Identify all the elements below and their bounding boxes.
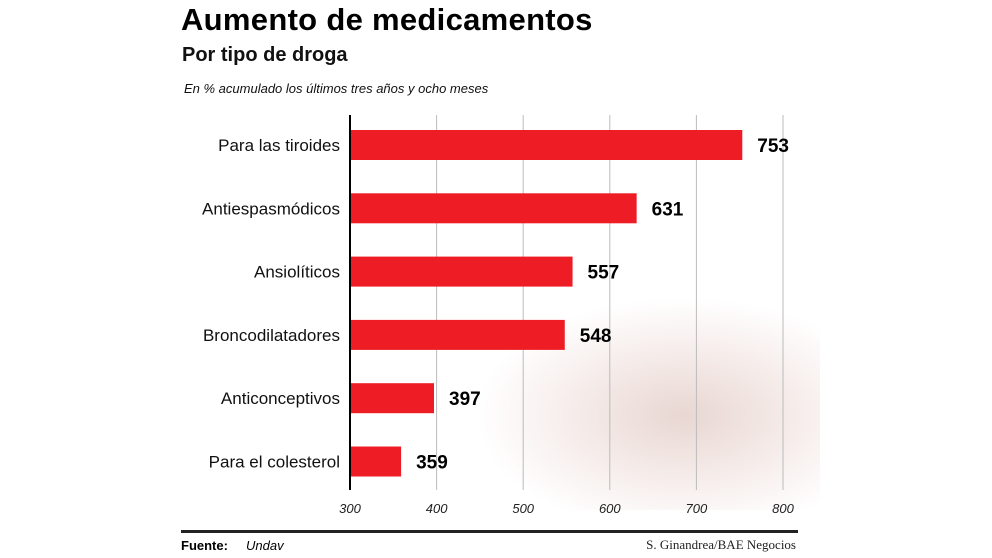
value-label: 548 bbox=[580, 326, 612, 347]
bar bbox=[350, 256, 573, 287]
chart-title: Aumento de medicamentos bbox=[181, 2, 593, 37]
chart-note: En % acumulado los últimos tres años y o… bbox=[184, 81, 489, 96]
x-tick-label: 300 bbox=[339, 501, 361, 516]
category-label: Ansiolíticos bbox=[254, 263, 340, 282]
category-label: Para el colesterol bbox=[209, 453, 340, 472]
value-label: 557 bbox=[588, 263, 620, 284]
x-tick-label: 800 bbox=[772, 501, 794, 516]
source-value: Undav bbox=[246, 538, 284, 553]
value-label: 631 bbox=[652, 199, 684, 220]
value-label: 753 bbox=[757, 136, 789, 157]
category-label: Anticonceptivos bbox=[221, 389, 340, 408]
bar bbox=[350, 130, 743, 160]
x-tick-label: 500 bbox=[512, 501, 534, 516]
category-label: Antiespasmódicos bbox=[202, 199, 340, 218]
bar bbox=[350, 446, 402, 477]
bar bbox=[350, 193, 637, 224]
bar bbox=[350, 383, 435, 414]
x-tick-label: 700 bbox=[686, 501, 708, 516]
bar bbox=[350, 319, 565, 350]
value-label: 359 bbox=[416, 453, 448, 474]
credit: S. Ginandrea/BAE Negocios bbox=[646, 537, 796, 552]
category-label: Para las tiroides bbox=[218, 136, 340, 155]
x-tick-label: 400 bbox=[426, 501, 448, 516]
footer-divider bbox=[181, 530, 798, 533]
value-label: 397 bbox=[449, 389, 481, 410]
x-tick-label: 600 bbox=[599, 501, 621, 516]
chart-subtitle: Por tipo de droga bbox=[182, 44, 348, 66]
category-label: Broncodilatadores bbox=[203, 326, 340, 345]
source-label: Fuente: bbox=[181, 538, 228, 553]
